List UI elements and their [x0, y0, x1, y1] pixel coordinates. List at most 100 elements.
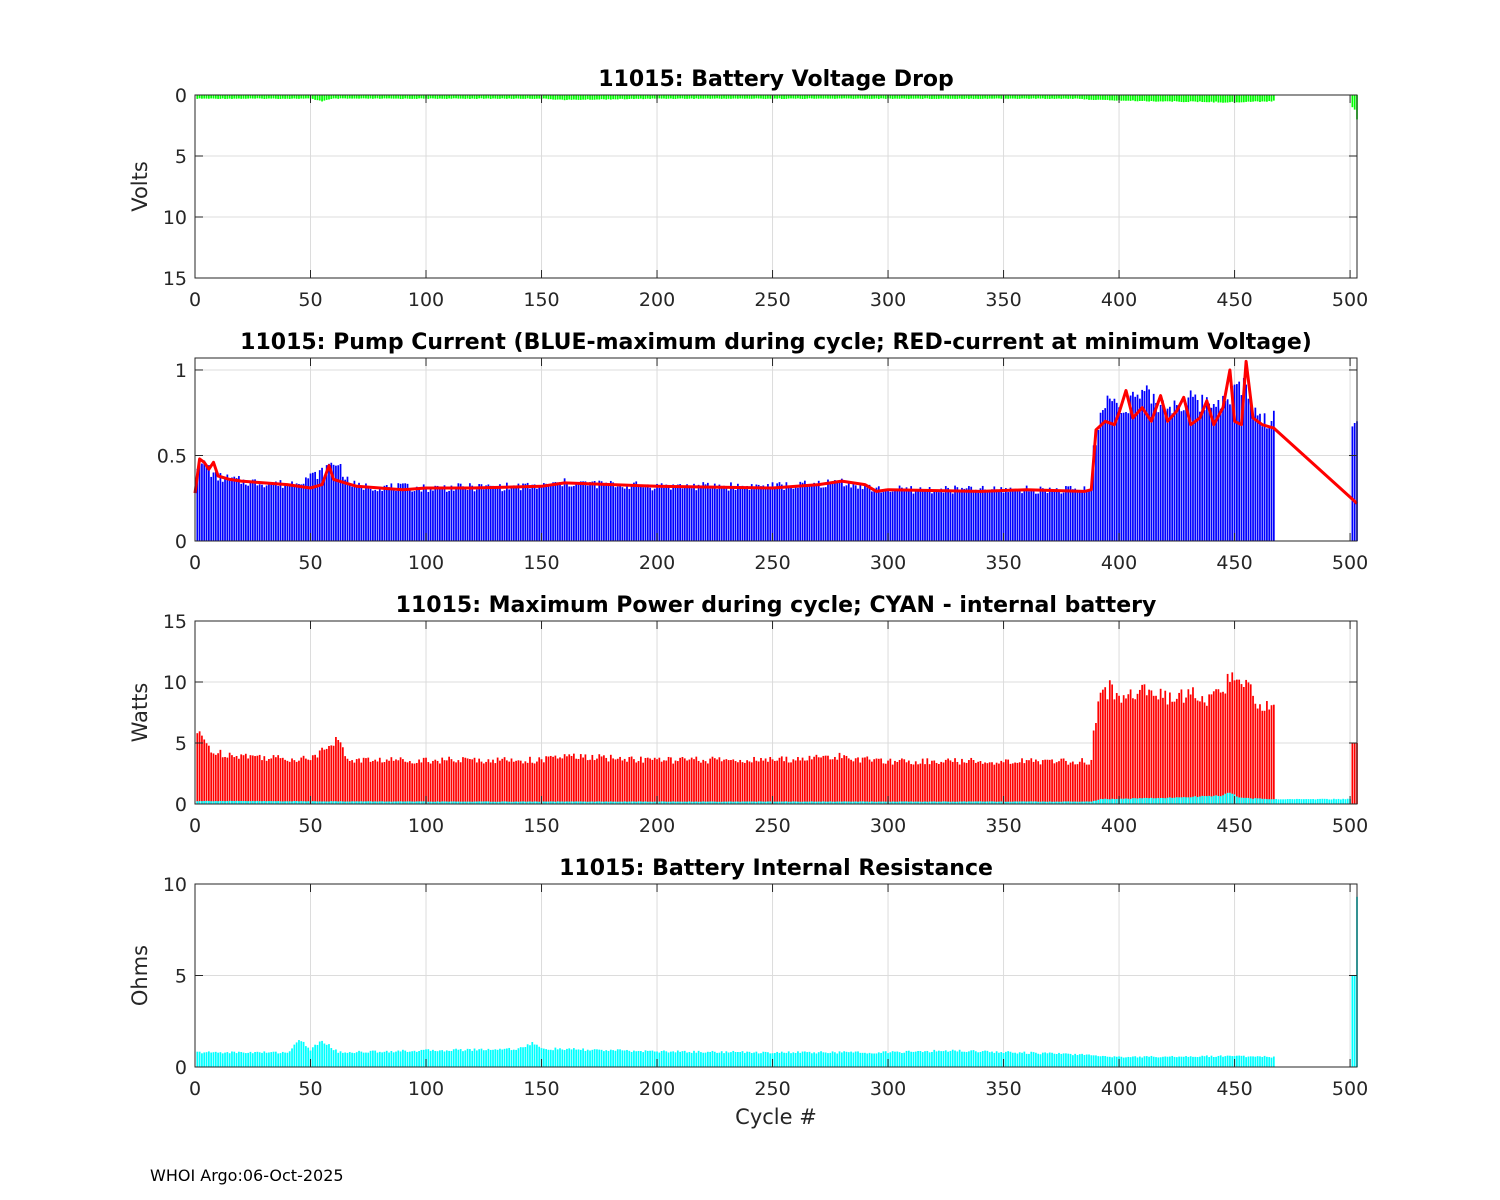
resistance-bar — [503, 1048, 506, 1067]
power-bar — [1028, 760, 1030, 804]
voltage-bar — [847, 95, 850, 99]
pump-bar — [734, 489, 737, 541]
voltage-bar — [439, 95, 441, 99]
power-bar — [1201, 795, 1204, 804]
pump-bar — [1175, 405, 1178, 541]
resistance-bar — [406, 1051, 409, 1067]
power-bar — [1085, 801, 1088, 804]
resistance-bar — [288, 1051, 291, 1067]
power-bar — [1245, 797, 1247, 804]
pump-bar — [1353, 422, 1356, 541]
resistance-bar — [559, 1048, 561, 1067]
pump-bar — [968, 486, 970, 541]
pump-bar — [937, 492, 940, 541]
power-bar — [328, 745, 330, 804]
power-bar — [1090, 759, 1093, 804]
pump-bar — [656, 483, 658, 541]
voltage-bar — [778, 95, 781, 99]
pump-bar — [469, 483, 471, 541]
resistance-bar — [210, 1052, 213, 1067]
voltage-bar — [198, 95, 201, 99]
pump-bar — [924, 490, 926, 541]
power-bar — [406, 801, 409, 804]
voltage-bar — [644, 95, 647, 99]
pump-bar — [288, 483, 291, 541]
pump-bar — [217, 480, 219, 541]
resistance-bar — [337, 1052, 340, 1067]
pump-bar — [783, 489, 785, 541]
resistance-bar — [633, 1050, 635, 1067]
pump-bar — [753, 489, 755, 541]
pump-bar — [238, 476, 240, 541]
voltage-bar — [880, 95, 882, 99]
power-bar — [383, 762, 386, 804]
pump-bar — [219, 473, 222, 541]
resistance-bar — [1263, 1055, 1266, 1067]
pump-bar — [506, 482, 508, 541]
power-bar — [1305, 799, 1308, 804]
voltage-bar — [1051, 95, 1053, 99]
power-bar — [1254, 703, 1257, 804]
resistance-bar — [1127, 1056, 1130, 1067]
voltage-bar — [515, 95, 517, 99]
resistance-bar — [850, 1051, 852, 1067]
resistance-bar — [1035, 1052, 1037, 1067]
resistance-bar — [1159, 1057, 1162, 1067]
resistance-bar — [362, 1052, 365, 1067]
resistance-bar — [695, 1052, 698, 1067]
resistance-bar — [623, 1050, 626, 1067]
pump-bar — [894, 488, 896, 541]
voltage-bar — [360, 95, 363, 99]
power-bar — [1236, 679, 1238, 804]
voltage-bar — [780, 95, 783, 99]
resistance-bar — [732, 1050, 735, 1067]
power-bar — [933, 760, 936, 804]
power-bar — [413, 763, 416, 804]
power-bar — [873, 759, 876, 804]
resistance-bar — [690, 1052, 693, 1067]
voltage-bar — [1053, 95, 1056, 99]
resistance-bar — [769, 1053, 772, 1067]
voltage-bar — [1132, 95, 1134, 101]
power-bar — [871, 761, 873, 804]
power-bar — [676, 761, 679, 804]
power-bar — [1030, 801, 1033, 804]
power-bar — [790, 762, 792, 804]
power-bar — [455, 801, 457, 804]
power-bar — [561, 801, 564, 804]
power-bar — [376, 761, 379, 804]
pump-bar — [898, 485, 901, 541]
resistance-bar — [378, 1051, 381, 1067]
voltage-bar — [1058, 95, 1060, 99]
voltage-bar — [1102, 95, 1104, 100]
pump-bar — [1136, 394, 1139, 541]
resistance-bar — [1256, 1056, 1259, 1067]
power-bar — [928, 801, 931, 804]
power-bar — [827, 755, 829, 804]
pump-bar — [436, 485, 439, 541]
pump-bar — [201, 463, 203, 541]
voltage-bar — [1113, 95, 1116, 101]
voltage-bar — [730, 95, 732, 99]
power-bar — [1256, 708, 1259, 804]
power-bar — [831, 759, 834, 804]
power-bar — [432, 760, 434, 804]
power-bar — [1185, 697, 1187, 804]
pump-bar — [861, 489, 864, 541]
pump-bar — [1011, 490, 1014, 541]
pump-bar — [607, 484, 610, 541]
voltage-bar — [395, 95, 397, 99]
voltage-bar — [951, 95, 954, 99]
power-bar — [1293, 799, 1296, 804]
power-bar — [439, 801, 441, 804]
pump-bar — [545, 483, 548, 541]
resistance-bar — [852, 1052, 855, 1067]
resistance-bar — [822, 1052, 825, 1067]
power-bar — [305, 758, 307, 804]
power-bar — [709, 801, 712, 804]
voltage-bar — [1155, 95, 1157, 102]
power-bar — [436, 801, 439, 804]
resistance-bar — [242, 1052, 245, 1067]
voltage-bar — [295, 95, 298, 99]
